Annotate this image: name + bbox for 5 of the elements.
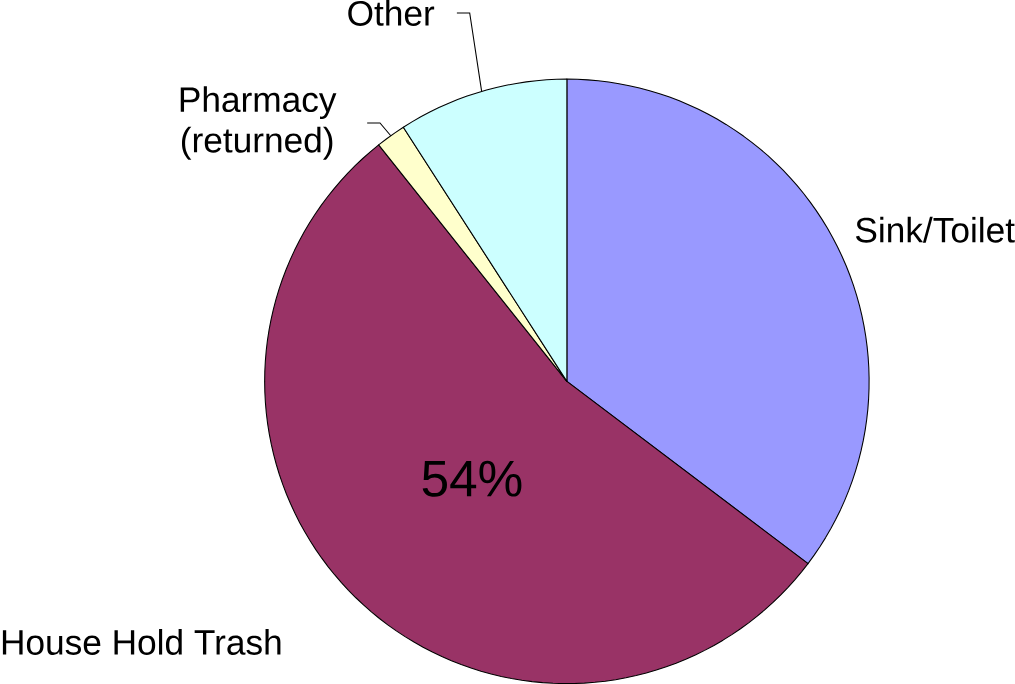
data-label: 54% (422, 460, 522, 497)
slice-label: House Hold Trash (2, 628, 281, 655)
slice-label: Pharmacy (returned) (180, 86, 337, 160)
slice-label: Sink/Toilet (855, 216, 1015, 243)
slice-label: Other (348, 0, 435, 26)
